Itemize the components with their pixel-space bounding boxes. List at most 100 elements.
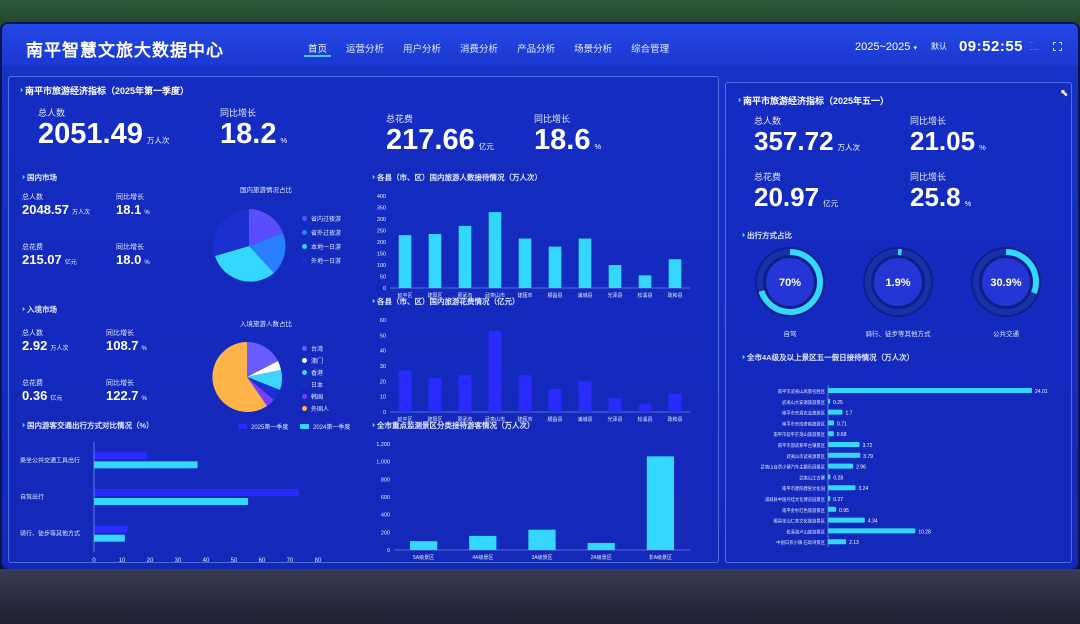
y-tick-label: 0 — [383, 286, 386, 292]
total-people-label: 总人数 — [38, 108, 66, 118]
y-tick-label: 30 — [380, 364, 386, 370]
scenic-value: 0.71 — [837, 421, 847, 427]
travel-mode-rings: 70% 自驾 1.9% 骑行、徒步等其他方式 30.9% 公共交通 — [755, 247, 1041, 338]
x-tick-label: 建瓯市 — [517, 416, 532, 423]
inbound-legend-5: 韩国 — [302, 392, 323, 401]
top-header: 南平智慧文旅大数据中心 首页 运营分析 用户分析 消费分析 产品分析 场景分析 … — [2, 24, 1078, 66]
scenic-value: 0.68 — [837, 432, 847, 438]
x-tick-label: 60 — [259, 558, 266, 564]
bar-延平区 — [398, 235, 412, 288]
scenic-value: 3.72 — [863, 443, 873, 449]
y-tick-label: 0 — [387, 548, 390, 554]
nav-consumption[interactable]: 消费分析 — [460, 44, 499, 55]
inbound-spend-yoy-value: 122.7% — [106, 388, 147, 403]
domestic-legend-4: 外地一日游 — [302, 256, 341, 265]
domestic-pie-slice-2 — [249, 233, 286, 273]
scenic-name: 武夷山市武夷源景区 — [786, 453, 825, 460]
spend-yoy-value: 18.6% — [534, 124, 602, 156]
transport-legend-2025: 2025第一季度 — [238, 422, 288, 431]
bar-建阳区 — [428, 378, 442, 412]
x-tick-label: 光泽县 — [607, 292, 622, 299]
x-tick-label: 非A级景区 — [649, 554, 672, 561]
header-right: 2025~2025 ▾ 默认 09:52:55 ··· ······ — [855, 38, 1062, 55]
x-tick-label: 政和县 — [667, 416, 682, 423]
nav-product[interactable]: 产品分析 — [517, 44, 556, 55]
bar-邵武市 — [458, 225, 472, 288]
domestic-title: ››› 国内市场 — [22, 173, 57, 182]
bar-2A级景区 — [587, 542, 615, 550]
y-tick-label: 350 — [377, 206, 386, 212]
scenic-name: 南平金杉红色旅游景区 — [782, 507, 826, 514]
app-title: 南平智慧文旅大数据中心 — [26, 41, 224, 60]
scenic-daily-title: ››› 全市4A级及以上景区五一假日接待情况（万人次） — [742, 353, 915, 362]
inbound-pie-slice-1 — [247, 342, 278, 377]
nav-operation[interactable]: 运营分析 — [346, 44, 385, 55]
bar-浦城县 — [578, 238, 592, 288]
scenic-value: 24.01 — [1035, 389, 1048, 395]
cursor-icon: ⬉ — [1060, 88, 1069, 99]
bar-光泽县 — [608, 398, 622, 412]
x-tick-label: 30 — [175, 558, 182, 564]
bar-4A级景区 — [469, 535, 497, 550]
category-label: 乘坐公共交通工具出行 — [20, 456, 80, 464]
ring-value: 1.9% — [885, 277, 910, 289]
inbound-legend-1: 台湾 — [302, 344, 323, 353]
x-tick-label: 80 — [315, 558, 322, 564]
bar-顺昌县 — [548, 246, 562, 288]
bar-浦城县 — [578, 381, 592, 412]
y-tick-label: 1,200 — [376, 442, 390, 448]
chevron-down-icon: ▾ — [913, 44, 917, 52]
y-tick-label: 40 — [380, 349, 386, 355]
bar-南平金杉红色旅游景区 — [828, 506, 837, 512]
bar-2024-骑行、徒步等其他方式 — [94, 534, 125, 542]
scenic-value: 3.79 — [863, 454, 873, 460]
domestic-yoy-label: 同比增长 — [116, 194, 144, 201]
bar-5A级景区 — [409, 541, 438, 550]
bar-建瓯市 — [518, 375, 532, 412]
x-tick-label: 延平区 — [397, 292, 412, 299]
inbound-pie-slice-4 — [247, 377, 280, 400]
county-spend-title: ››› 各县（市、区）国内旅游花费情况（亿元） — [372, 297, 520, 306]
bar-顺昌县 — [548, 389, 562, 412]
nav-management[interactable]: 综合管理 — [631, 44, 670, 55]
x-tick-label: 70 — [287, 558, 294, 564]
scenic-name: 南平市邵武和平古镇景区 — [778, 442, 826, 449]
y-tick-label: 50 — [380, 333, 386, 339]
right-panel — [725, 82, 1072, 563]
x-tick-label: 邵武市 — [457, 416, 472, 423]
nav-user[interactable]: 用户分析 — [403, 44, 442, 55]
scenic-value: 3.24 — [859, 486, 869, 492]
x-tick-label: 浦城县 — [577, 292, 592, 299]
bar-武夷山市武夷源景区 — [828, 452, 861, 458]
nav-home[interactable]: 首页 — [303, 41, 332, 57]
main-nav: 首页 运营分析 用户分析 消费分析 产品分析 场景分析 综合管理 — [303, 41, 688, 57]
fullscreen-icon[interactable] — [1053, 42, 1062, 51]
category-label: 自驾出行 — [20, 493, 44, 501]
default-label[interactable]: 默认 — [930, 42, 947, 51]
inbound-pie-title: 入境旅游人数占比 — [240, 321, 292, 328]
bar-2025-骑行、徒步等其他方式 — [94, 525, 128, 533]
scenic-name: 南平市延平茫荡山旅游景区 — [773, 431, 825, 438]
left-panel-title: ››› 南平市旅游经济指标（2025年第一季度） — [20, 86, 190, 96]
yoy-label: 同比增长 — [220, 108, 257, 118]
travel-mode-title: ››› 出行方式占比 — [742, 231, 792, 240]
x-tick-label: 20 — [147, 558, 154, 564]
x-tick-label: 顺昌县 — [547, 293, 562, 299]
domestic-spend-label: 总花费 — [22, 244, 43, 251]
inbound-spend-yoy-label: 同比增长 — [106, 380, 134, 387]
scenic-name: 浦城县中国丹桂文化博览园景区 — [765, 496, 826, 503]
bar-延平区 — [398, 370, 412, 412]
domestic-legend-2: 省外过夜游 — [302, 228, 341, 237]
x-tick-label: 延平区 — [397, 416, 412, 423]
nav-scene[interactable]: 场景分析 — [574, 44, 613, 55]
y-tick-label: 400 — [381, 513, 390, 519]
domestic-people-value: 2048.57 万人次 — [22, 202, 91, 217]
bar-3A级景区 — [528, 529, 556, 550]
total-people-value: 2051.49 万人次 — [38, 118, 170, 150]
x-tick-label: 5A级景区 — [413, 554, 434, 561]
scenic-value: 0.28 — [833, 475, 843, 481]
bar-松溪湛卢山旅游景区 — [828, 528, 916, 534]
year-select[interactable]: 2025~2025 ▾ — [855, 40, 917, 53]
inbound-pie-slice-5 — [247, 377, 274, 406]
scenic-name: 中国白茶小镇·石圳湾景区 — [776, 539, 825, 546]
